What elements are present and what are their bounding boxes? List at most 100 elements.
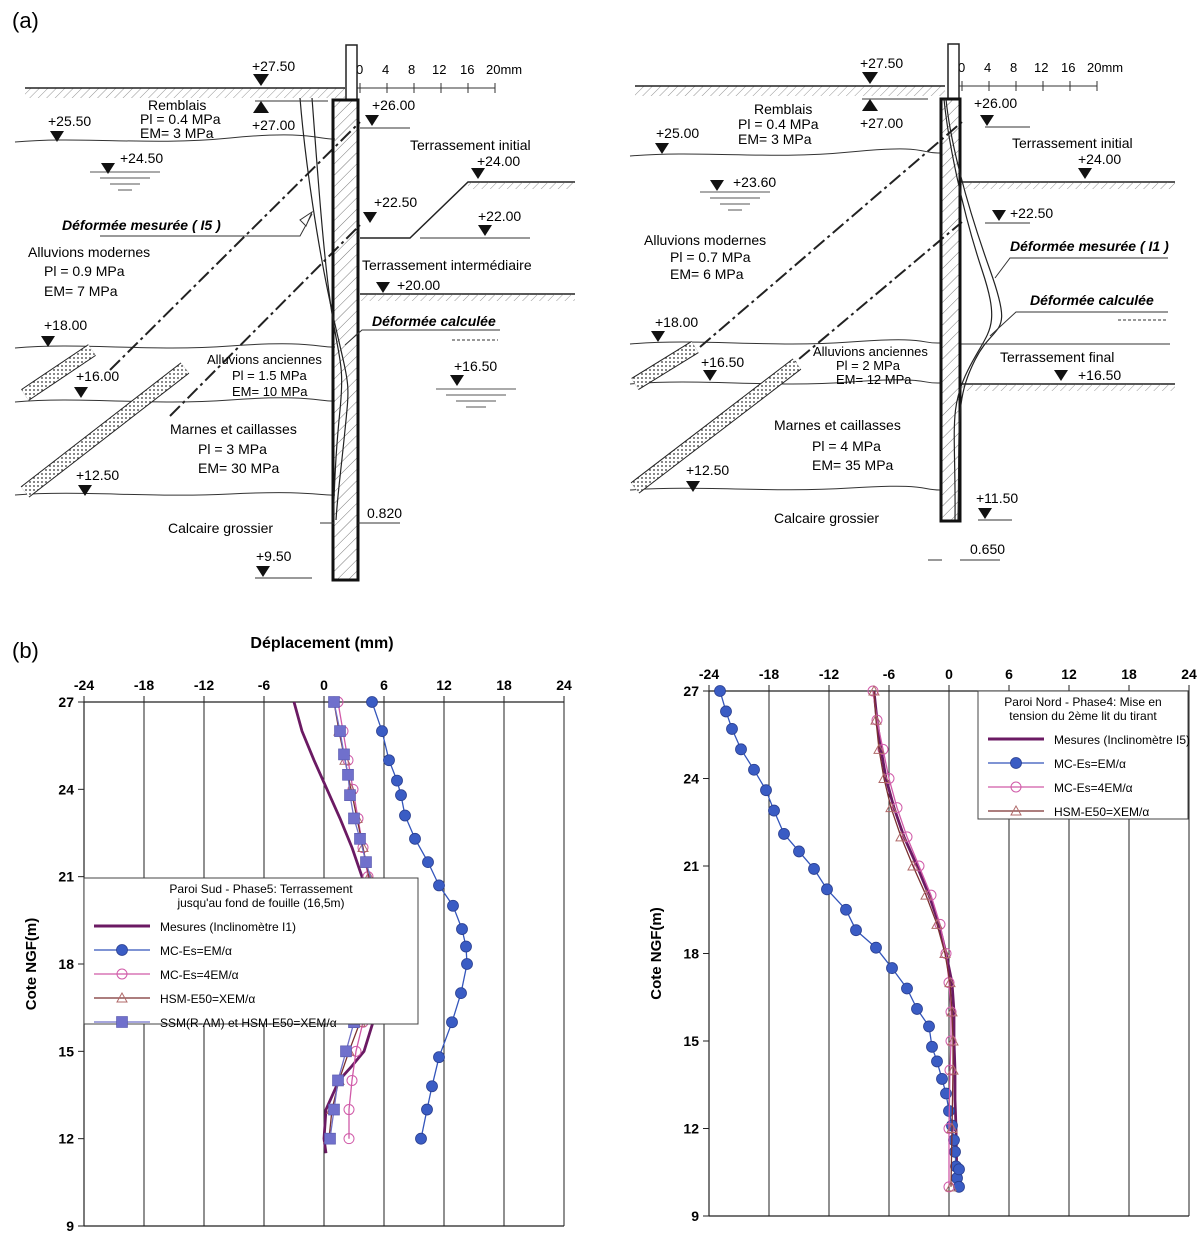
data-point xyxy=(399,809,411,822)
legend-label: Mesures (Inclinomètre I5) xyxy=(1054,733,1190,747)
x-tick-label: -18 xyxy=(134,677,154,693)
layer-name: Remblais xyxy=(754,101,812,117)
layer-name: Alluvions modernes xyxy=(644,232,766,248)
y-tick-label: 15 xyxy=(58,1043,74,1059)
data-point xyxy=(953,1163,965,1176)
level-label: +18.00 xyxy=(44,317,87,333)
legend-label: MC-Es=EM/α xyxy=(160,944,232,958)
y-tick-label: 15 xyxy=(683,1033,699,1049)
anchors-right xyxy=(630,121,963,494)
data-point xyxy=(945,1180,957,1192)
data-point xyxy=(867,685,879,697)
data-point xyxy=(1010,781,1022,793)
chart-left: -24 -18 -12 -6 0 6 12 18 24 27 24 21 18 15 12 9 Cote NGF… xyxy=(23,677,572,1234)
layer-param: EM= 6 MPa xyxy=(670,266,744,282)
y-tick-label: 12 xyxy=(683,1121,699,1137)
level-label: +20.00 xyxy=(397,277,440,293)
x-tick-label: 24 xyxy=(556,677,572,693)
x-tick-label: 0 xyxy=(320,677,328,693)
data-point xyxy=(343,1104,355,1116)
layer-param: EM= 35 MPa xyxy=(812,457,894,473)
data-point xyxy=(760,784,772,797)
x-tick-label: -24 xyxy=(74,677,94,693)
x-tick-label: 0 xyxy=(945,666,953,682)
data-point xyxy=(342,768,354,781)
legend-label: HSM-E50=XEM/α xyxy=(160,992,255,1006)
chart-title-left: Déplacement (mm) xyxy=(250,635,393,652)
data-point xyxy=(885,801,897,813)
level-label: +16.00 xyxy=(76,368,119,384)
y-axis-label: Cote NGF(m) xyxy=(648,907,665,1000)
y-tick-label: 9 xyxy=(66,1218,74,1234)
legend-label: MC-Es=EM/α xyxy=(1054,757,1126,771)
data-point xyxy=(395,789,407,802)
legend-title: jusqu'au fond de fouille (16,5m) xyxy=(176,896,344,910)
x-tick-label: 18 xyxy=(496,677,512,693)
data-point xyxy=(931,1055,943,1068)
data-point xyxy=(940,1087,952,1100)
layer-param: Pl = 2 MPa xyxy=(836,358,901,373)
data-point xyxy=(340,1045,352,1058)
data-point xyxy=(116,991,128,1003)
legend-box xyxy=(977,690,1189,820)
scale-tick-label: 8 xyxy=(408,62,415,77)
data-point xyxy=(913,860,925,872)
scale-ticks-left: 0 4 8 12 16 20mm xyxy=(356,62,522,93)
legend-title: tension du 2ème lit du tirant xyxy=(1009,709,1157,723)
level-label: +12.50 xyxy=(76,467,119,483)
data-point xyxy=(946,1122,958,1133)
legend-computed: Déformée calculée xyxy=(372,313,496,329)
data-point xyxy=(422,856,434,869)
data-point xyxy=(461,958,473,970)
data-point xyxy=(923,1020,935,1033)
data-point xyxy=(446,1016,458,1029)
series-line xyxy=(873,690,954,1187)
layer-param: Pl = 0.4 MPa xyxy=(738,116,819,132)
scale-ticks-right: 0 4 8 12 16 20mm xyxy=(958,60,1123,91)
x-tick-label: -18 xyxy=(759,666,779,682)
series-1 xyxy=(714,685,965,1193)
y-tick-label: 24 xyxy=(683,771,699,787)
layer-name: Alluvions anciennes xyxy=(813,344,928,359)
layer-param: Pl = 4 MPa xyxy=(812,438,881,454)
data-point xyxy=(944,1064,956,1076)
data-point xyxy=(720,705,732,718)
layer-param: EM= 3 MPa xyxy=(140,125,214,141)
level-label: +12.50 xyxy=(686,462,729,478)
data-point xyxy=(868,684,880,696)
level-label: +27.00 xyxy=(252,117,295,133)
data-point xyxy=(346,1074,358,1086)
layer-name: Alluvions anciennes xyxy=(207,352,322,367)
data-point xyxy=(726,723,738,735)
data-point xyxy=(877,743,889,755)
data-point xyxy=(873,743,885,754)
data-point xyxy=(383,754,395,767)
layer-param: Pl = 0.4 MPa xyxy=(140,111,221,127)
level-label: +22.50 xyxy=(1010,205,1053,221)
data-point xyxy=(934,918,946,930)
x-tick-label: 6 xyxy=(380,677,388,693)
scale-tick-label: 4 xyxy=(984,60,991,75)
data-point xyxy=(348,812,360,825)
level-label: +27.50 xyxy=(860,55,903,71)
data-point xyxy=(920,889,932,900)
scale-tick-label: 20mm xyxy=(1087,60,1123,75)
level-label: +16.50 xyxy=(1078,367,1121,383)
data-point xyxy=(901,982,913,995)
panel-label-b: (b) xyxy=(12,638,39,663)
layer-param: EM= 30 MPa xyxy=(198,460,280,476)
y-tick-label: 18 xyxy=(683,946,699,962)
level-label: +26.00 xyxy=(974,95,1017,111)
data-point xyxy=(939,947,951,958)
data-point xyxy=(1010,804,1022,816)
layer-param: EM= 7 MPa xyxy=(44,283,118,299)
data-point xyxy=(768,804,780,817)
x-tick-label: 24 xyxy=(1181,666,1197,682)
data-point xyxy=(116,944,128,956)
panel-label-a: (a) xyxy=(12,8,39,33)
legend: Paroi Sud - Phase5: Terrassementjusqu'au… xyxy=(83,877,419,1030)
layer-param: Pl = 0.7 MPa xyxy=(670,249,751,265)
layer-name: Remblais xyxy=(148,97,206,113)
legend-label: MC-Es=4EM/α xyxy=(160,968,239,982)
